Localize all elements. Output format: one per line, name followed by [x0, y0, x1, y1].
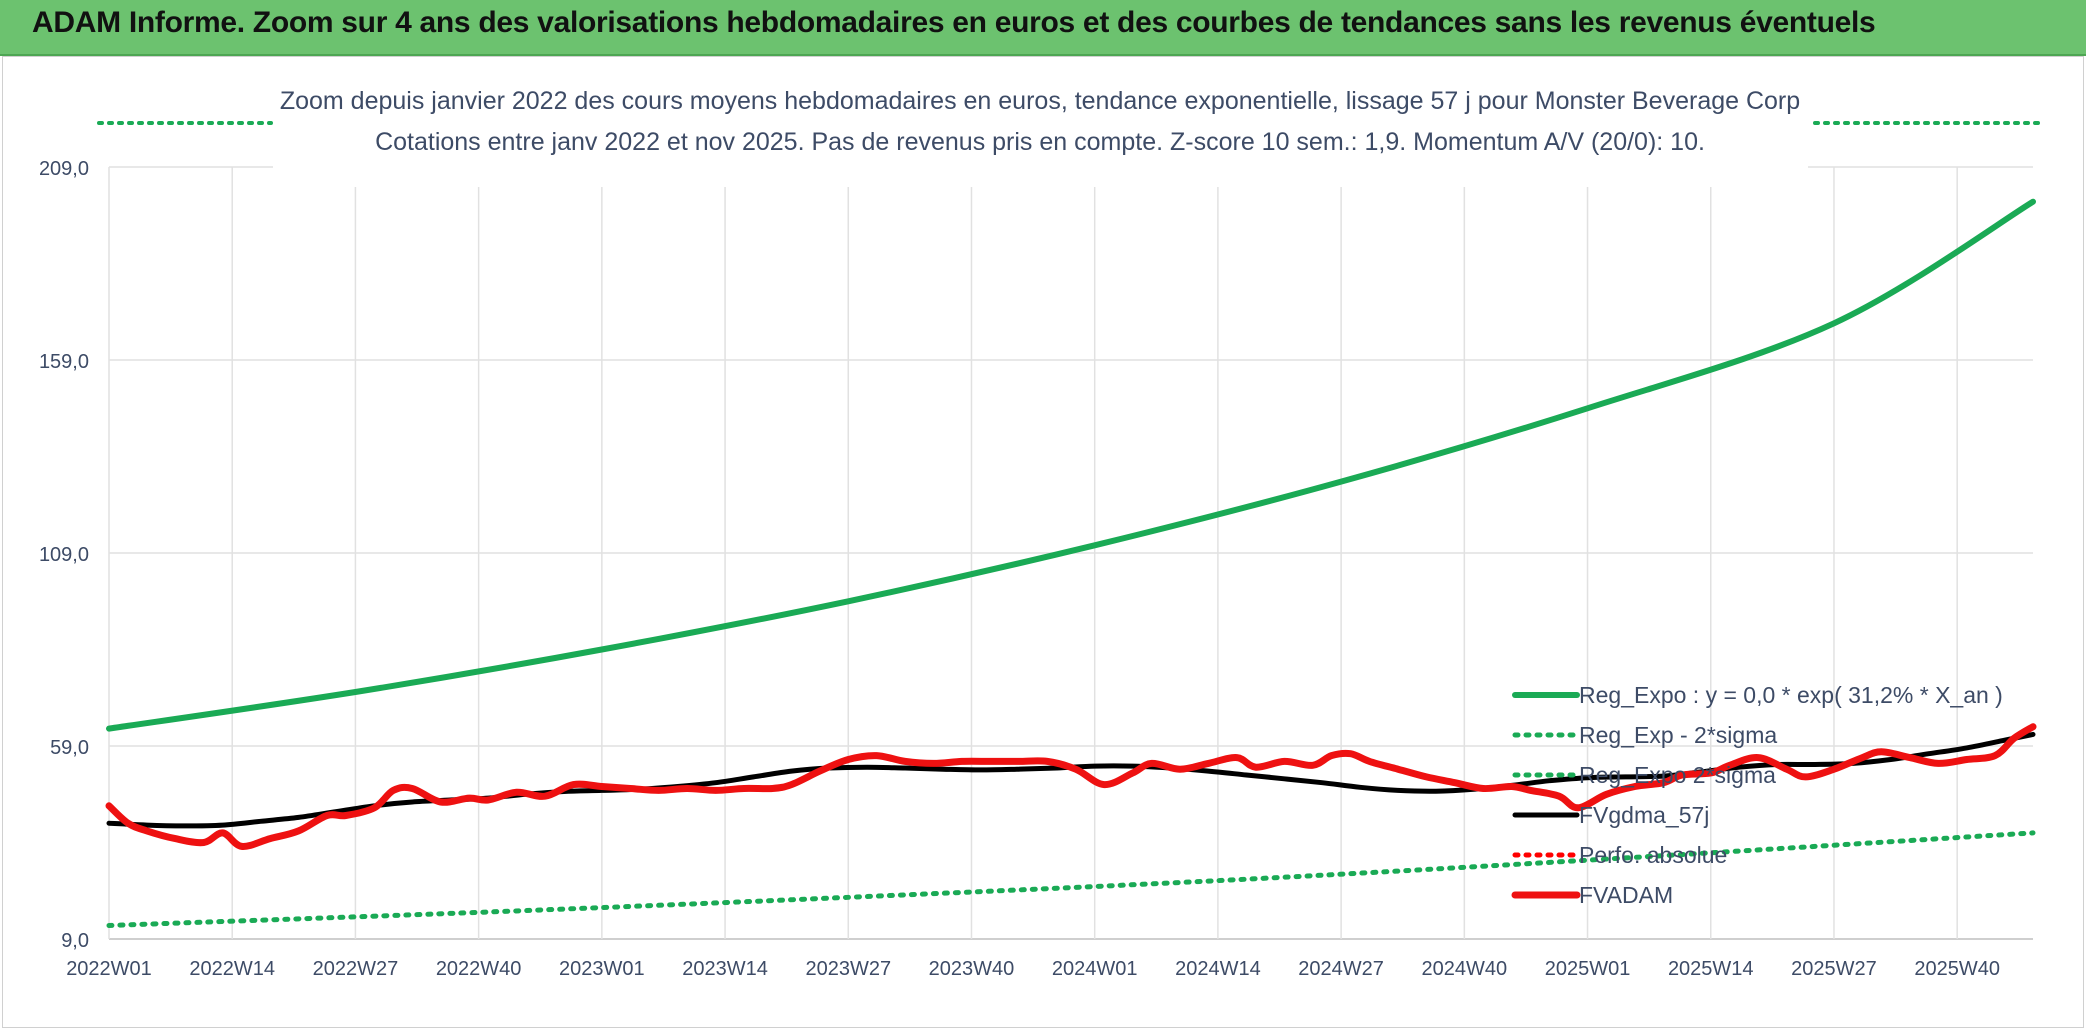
series-line-5 — [105, 723, 2037, 850]
series-line-1 — [106, 830, 2036, 928]
x-tick-label: 2024W27 — [1298, 958, 1384, 980]
y-tick-label: 109,0 — [39, 544, 89, 566]
line-chart: 9,0 59,0 109,0 159,0 209,0 2022W01 2022W14 2022… — [39, 79, 2045, 980]
x-tick-label: 2024W14 — [1175, 958, 1261, 980]
x-tick-label: 2023W27 — [805, 958, 891, 980]
x-tick-label: 2022W40 — [436, 958, 522, 980]
x-tick-label: 2023W40 — [929, 958, 1015, 980]
legend-label-0: Reg_Expo : y = 0,0 * exp( 31,2% * X_an ) — [1579, 682, 2003, 708]
legend-label-3: FVgdma_57j — [1579, 802, 1709, 828]
y-tick-label: 209,0 — [39, 158, 89, 180]
chart-frame: 9,0 59,0 109,0 159,0 209,0 2022W01 2022W14 2022… — [2, 56, 2084, 1028]
x-tick-label: 2025W14 — [1668, 958, 1754, 980]
y-tick-label: 59,0 — [50, 737, 89, 759]
report-title: ADAM Informe. Zoom sur 4 ans des valoris… — [32, 6, 1876, 39]
y-tick-label: 9,0 — [61, 930, 89, 952]
x-tick-label: 2025W27 — [1791, 958, 1877, 980]
series-line-0 — [106, 198, 2036, 732]
x-tick-label: 2025W01 — [1545, 958, 1631, 980]
x-tick-label: 2022W14 — [189, 958, 275, 980]
x-tick-label: 2022W27 — [313, 958, 399, 980]
x-tick-label: 2024W01 — [1052, 958, 1138, 980]
legend-label-4: Perfo. absolue — [1579, 842, 1727, 868]
chart-legend: Reg_Expo : y = 0,0 * exp( 31,2% * X_an )… — [1511, 682, 2003, 908]
chart-title-group: Zoom depuis janvier 2022 des cours moyen… — [273, 79, 1808, 187]
x-tick-label: 2022W01 — [66, 958, 152, 980]
legend-label-1: Reg_Exp - 2*sigma — [1579, 722, 1777, 748]
x-tick-label: 2023W01 — [559, 958, 645, 980]
y-tick-label: 159,0 — [39, 351, 89, 373]
x-tick-label: 2025W40 — [1914, 958, 2000, 980]
chart-title: Zoom depuis janvier 2022 des cours moyen… — [280, 87, 1800, 115]
legend-label-2: Reg_Expo 2*sigma — [1579, 762, 1776, 788]
x-tick-label: 2024W40 — [1422, 958, 1508, 980]
chart-series — [97, 121, 2045, 928]
report-banner: ADAM Informe. Zoom sur 4 ans des valoris… — [0, 0, 2086, 56]
chart-subtitle: Cotations entre janv 2022 et nov 2025. P… — [375, 128, 1705, 156]
axis-ticks: 9,0 59,0 109,0 159,0 209,0 2022W01 2022W14 2022… — [39, 158, 2000, 980]
x-tick-label: 2023W14 — [682, 958, 768, 980]
legend-label-5: FVADAM — [1579, 882, 1673, 908]
